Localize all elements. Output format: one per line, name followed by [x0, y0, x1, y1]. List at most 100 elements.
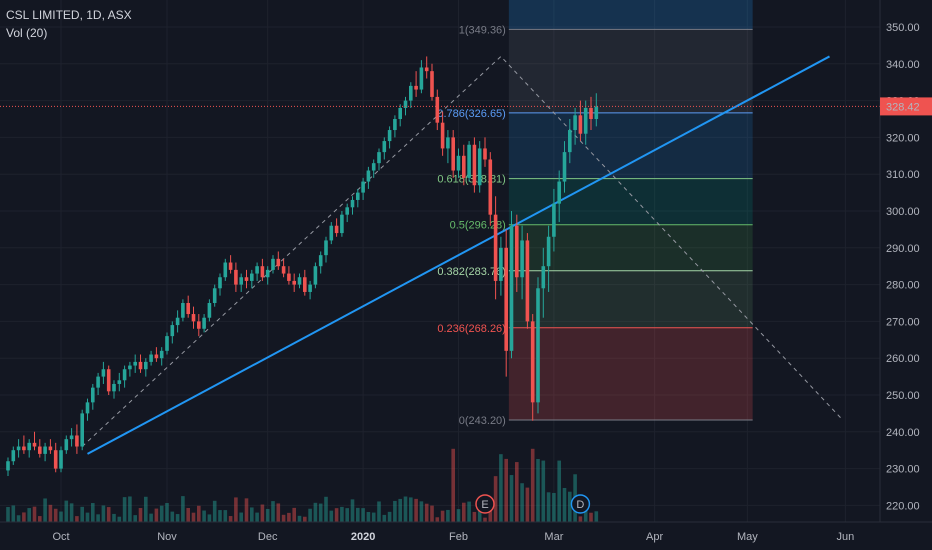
candle-body[interactable]: [414, 85, 418, 90]
candle-body[interactable]: [403, 100, 408, 108]
candle-body[interactable]: [281, 266, 286, 274]
candle-body[interactable]: [250, 273, 254, 281]
candle-body[interactable]: [504, 247, 508, 351]
candle-body[interactable]: [446, 137, 450, 149]
candle-body[interactable]: [382, 141, 387, 153]
candle-body[interactable]: [11, 450, 16, 462]
candle-body[interactable]: [191, 314, 196, 322]
candle-body[interactable]: [308, 284, 312, 292]
candle-body[interactable]: [292, 280, 296, 285]
candle-body[interactable]: [583, 107, 588, 134]
candle-body[interactable]: [409, 85, 413, 101]
candle-body[interactable]: [175, 317, 180, 326]
candle-body[interactable]: [552, 203, 556, 237]
candle-body[interactable]: [318, 255, 323, 267]
candle-body[interactable]: [520, 240, 524, 278]
candle-body[interactable]: [159, 350, 164, 359]
candle-body[interactable]: [377, 152, 381, 164]
event-marker-dividend[interactable]: [570, 494, 591, 514]
candle-body[interactable]: [366, 170, 371, 182]
trend-line[interactable]: [87, 55, 830, 455]
candle-body[interactable]: [244, 277, 249, 281]
candle-body[interactable]: [345, 207, 349, 215]
candle-body[interactable]: [170, 325, 175, 337]
candle-body[interactable]: [287, 273, 291, 281]
candle-body[interactable]: [186, 303, 190, 315]
candle-body[interactable]: [462, 155, 466, 178]
candle-body[interactable]: [525, 240, 530, 322]
candle-body[interactable]: [578, 115, 583, 134]
candle-body[interactable]: [499, 247, 503, 281]
candle-body[interactable]: [589, 107, 593, 119]
candle-body[interactable]: [69, 435, 74, 440]
candle-body[interactable]: [573, 115, 577, 131]
candle-body[interactable]: [313, 266, 318, 285]
candle-body[interactable]: [303, 277, 307, 292]
candle-body[interactable]: [340, 214, 344, 234]
candle-body[interactable]: [144, 361, 148, 370]
candle-body[interactable]: [546, 236, 551, 267]
candle-body[interactable]: [106, 369, 111, 392]
candle-body[interactable]: [117, 380, 122, 384]
candle-body[interactable]: [64, 439, 69, 451]
candle-body[interactable]: [456, 155, 461, 171]
candle-body[interactable]: [16, 446, 21, 451]
candle-body[interactable]: [234, 269, 238, 285]
candle-body[interactable]: [138, 361, 143, 370]
candle-body[interactable]: [6, 461, 10, 471]
candle-body[interactable]: [430, 71, 434, 97]
candle-body[interactable]: [356, 192, 360, 200]
candle-body[interactable]: [207, 303, 212, 318]
candle-body[interactable]: [419, 67, 424, 90]
candle-body[interactable]: [122, 369, 127, 381]
candle-body[interactable]: [371, 163, 376, 171]
candle-body[interactable]: [398, 107, 402, 119]
candle-body[interactable]: [154, 354, 159, 359]
candle-body[interactable]: [477, 148, 482, 186]
candle-body[interactable]: [128, 365, 132, 370]
candle-body[interactable]: [493, 214, 498, 281]
candle-body[interactable]: [48, 446, 53, 451]
candle-body[interactable]: [483, 148, 487, 160]
candle-body[interactable]: [329, 225, 334, 241]
candle-body[interactable]: [515, 225, 519, 278]
candle-body[interactable]: [297, 277, 302, 285]
candle-body[interactable]: [541, 266, 546, 289]
candle-body[interactable]: [38, 446, 42, 454]
candle-body[interactable]: [32, 442, 37, 447]
candle-body[interactable]: [112, 383, 116, 392]
candle-body[interactable]: [334, 225, 339, 234]
candle-body[interactable]: [260, 266, 265, 278]
candle-body[interactable]: [393, 119, 397, 131]
candle-body[interactable]: [96, 376, 100, 388]
candle-body[interactable]: [239, 277, 243, 285]
candle-body[interactable]: [75, 435, 79, 447]
candle-body[interactable]: [562, 152, 567, 182]
candle-body[interactable]: [536, 288, 540, 403]
candle-body[interactable]: [59, 450, 63, 469]
candle-body[interactable]: [271, 258, 275, 270]
candle-body[interactable]: [22, 446, 26, 451]
candle-body[interactable]: [568, 130, 572, 153]
candle-body[interactable]: [255, 266, 259, 274]
candle-body[interactable]: [509, 225, 514, 351]
candle-body[interactable]: [557, 181, 561, 204]
candle-body[interactable]: [218, 277, 222, 289]
candle-body[interactable]: [27, 442, 31, 451]
candle-body[interactable]: [435, 96, 440, 123]
candle-body[interactable]: [350, 199, 355, 208]
candle-body[interactable]: [149, 354, 153, 362]
candle-body[interactable]: [276, 258, 281, 267]
candle-body[interactable]: [212, 288, 217, 303]
candle-body[interactable]: [197, 321, 201, 329]
candle-body[interactable]: [451, 137, 455, 171]
candle-body[interactable]: [165, 336, 169, 351]
candle-body[interactable]: [91, 387, 95, 403]
candle-body[interactable]: [594, 106, 599, 119]
candle-body[interactable]: [181, 303, 185, 318]
candle-body[interactable]: [85, 402, 90, 414]
candle-body[interactable]: [265, 269, 270, 278]
candle-body[interactable]: [228, 262, 233, 270]
candle-body[interactable]: [53, 450, 58, 469]
